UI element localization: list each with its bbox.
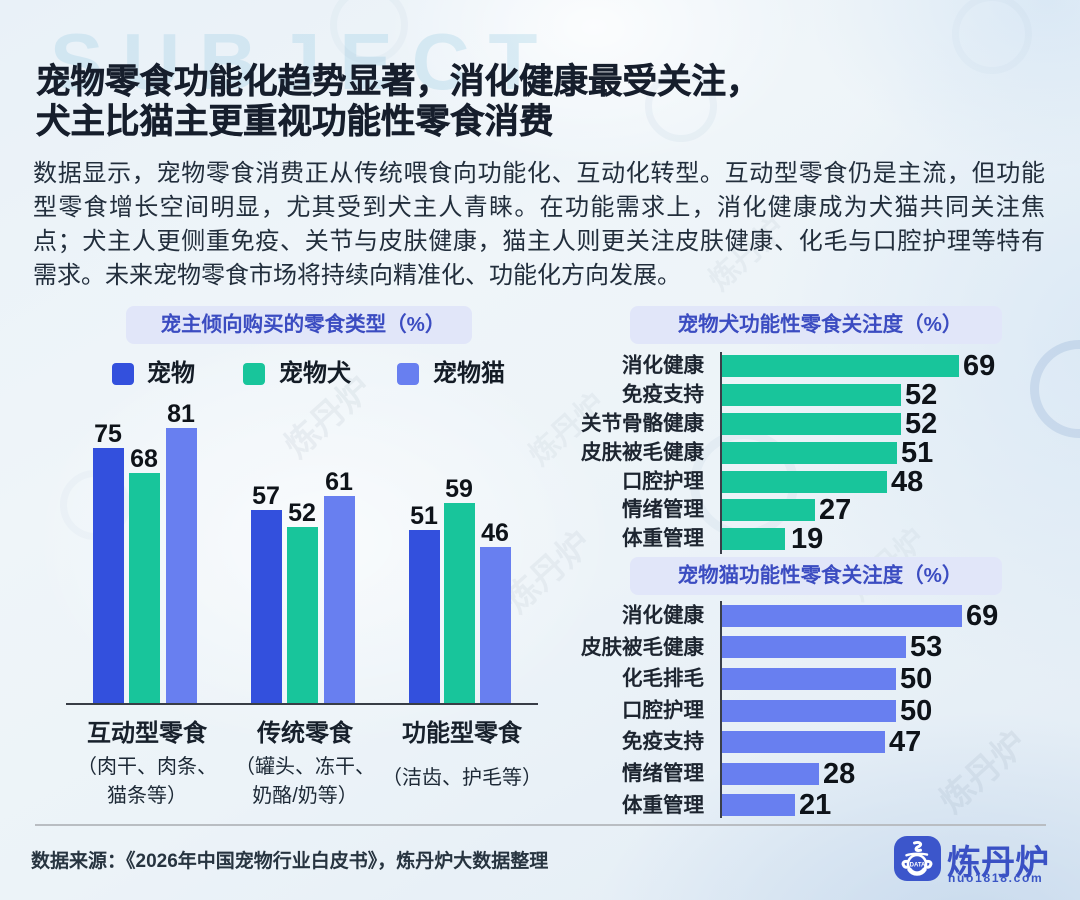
svg-text:DATA: DATA (910, 862, 926, 868)
